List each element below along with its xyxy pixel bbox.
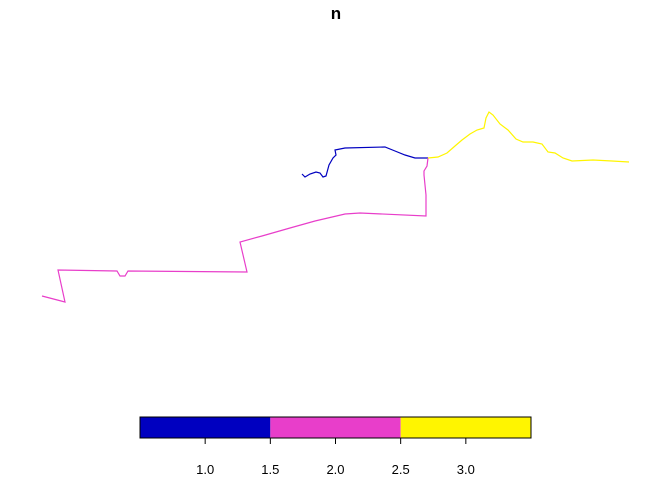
legend-color-box-3 bbox=[400, 417, 531, 438]
legend-tick-label: 1.0 bbox=[196, 462, 214, 477]
line-feature-1[interactable] bbox=[301, 146, 428, 178]
legend-tick-label: 2.5 bbox=[392, 462, 410, 477]
legend-color-box-2 bbox=[270, 417, 401, 438]
map-lines bbox=[41, 111, 630, 303]
legend-tick-label: 3.0 bbox=[457, 462, 475, 477]
map-title: n bbox=[331, 4, 341, 23]
line-feature-3[interactable] bbox=[427, 111, 630, 163]
line-feature-2[interactable] bbox=[41, 157, 429, 303]
legend-tick-label: 2.0 bbox=[326, 462, 344, 477]
color-legend: 1.0 1.5 2.0 2.5 3.0 bbox=[139, 416, 532, 477]
legend-tick-label: 1.5 bbox=[261, 462, 279, 477]
legend-color-box-1 bbox=[140, 417, 271, 438]
